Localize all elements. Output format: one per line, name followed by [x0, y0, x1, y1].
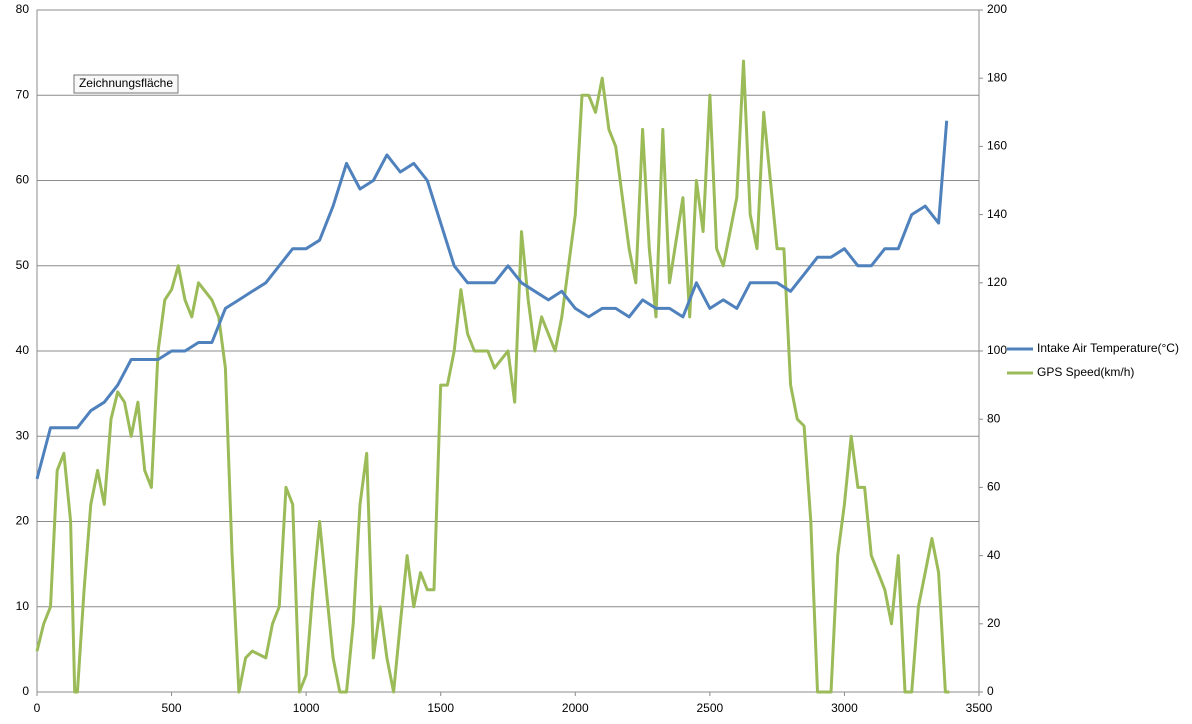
- y-tick-label: 50: [16, 258, 30, 272]
- y2-tick-label: 120: [987, 275, 1007, 289]
- plot-border: [36, 9, 980, 693]
- y-tick-label: 10: [16, 599, 30, 613]
- x-tick-label: 3000: [831, 701, 858, 715]
- y2-tick-label: 60: [987, 480, 1001, 494]
- y2-tick-label: 40: [987, 548, 1001, 562]
- y2-tick-label: 140: [987, 207, 1007, 221]
- x-tick-label: 1000: [293, 701, 320, 715]
- x-tick-label: 2500: [697, 701, 724, 715]
- tooltip-box: [73, 74, 179, 94]
- y-tick-label: 0: [22, 684, 29, 698]
- y-tick-label: 80: [16, 2, 30, 16]
- y2-tick-label: 100: [987, 343, 1007, 357]
- x-tick-label: 0: [34, 701, 41, 715]
- series-line: [35, 59, 950, 694]
- y-tick-label: 40: [16, 343, 30, 357]
- x-tick-label: 500: [162, 701, 182, 715]
- x-tick-label: 1500: [427, 701, 454, 715]
- legend-label: GPS Speed(km/h): [1037, 365, 1134, 379]
- legend-label: Intake Air Temperature(°C): [1037, 341, 1179, 355]
- x-tick-label: 3500: [966, 701, 993, 715]
- y-tick-label: 20: [16, 514, 30, 528]
- y-tick-label: 30: [16, 428, 30, 442]
- y-tick-label: 60: [16, 173, 30, 187]
- tooltip-text: Zeichnungsfläche: [79, 76, 173, 90]
- y2-tick-label: 0: [987, 684, 994, 698]
- y2-tick-label: 80: [987, 411, 1001, 425]
- y2-tick-label: 180: [987, 70, 1007, 84]
- y2-tick-label: 200: [987, 2, 1007, 16]
- x-tick-label: 2000: [562, 701, 589, 715]
- series-line: [35, 120, 949, 480]
- y2-tick-label: 20: [987, 616, 1001, 630]
- y2-tick-label: 160: [987, 139, 1007, 153]
- y-tick-label: 70: [16, 87, 30, 101]
